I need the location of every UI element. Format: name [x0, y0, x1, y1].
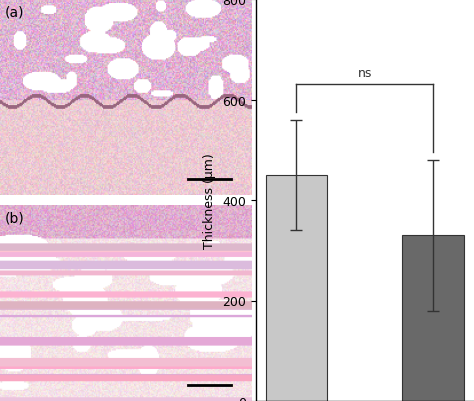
Bar	[402, 235, 464, 401]
Text: (a): (a)	[5, 6, 25, 20]
Text: ns: ns	[358, 67, 372, 80]
Text: (b): (b)	[5, 211, 25, 225]
Y-axis label: Thickness (μm): Thickness (μm)	[203, 153, 217, 248]
Bar	[265, 176, 327, 401]
